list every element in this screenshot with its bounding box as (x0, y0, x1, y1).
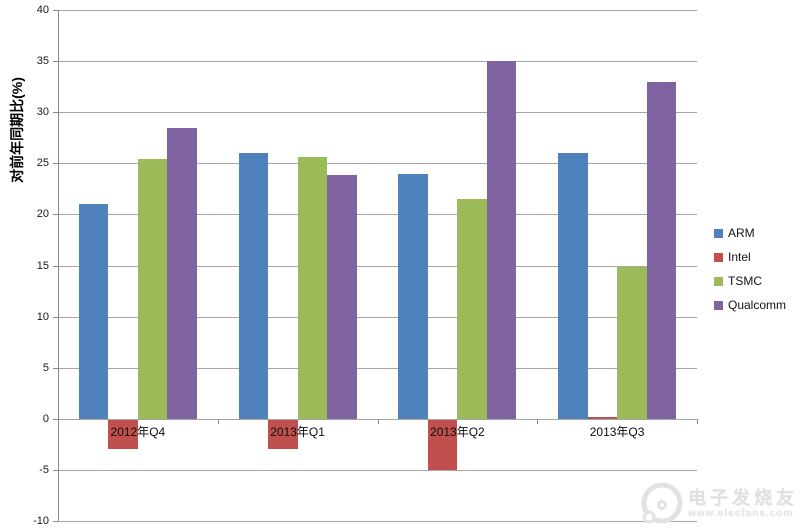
y-tick-label-5: 5 (42, 361, 49, 374)
watermark: 电子发烧友 www.elecfans.com (638, 481, 798, 527)
y-tick-0 (53, 418, 58, 420)
legend-swatch-qualcomm (714, 300, 723, 310)
x-boundary-tick-3 (537, 418, 539, 424)
bar-arm-2013年Q2 (398, 173, 428, 419)
bar-tsmc-2012年Q4 (137, 159, 168, 419)
gridline-35 (58, 61, 697, 63)
gridline-10 (58, 316, 697, 318)
x-category-label-0: 2012年Q4 (110, 424, 166, 439)
bar-tsmc-2013年Q1 (297, 157, 328, 419)
x-boundary-tick-4 (697, 418, 698, 424)
y-tick-label--10: -10 (33, 515, 49, 527)
bar-intel-2013年Q1 (268, 419, 298, 450)
bar-tsmc-2013年Q2 (457, 199, 487, 419)
legend-swatch-intel (714, 252, 723, 262)
y-tick-10 (53, 316, 58, 318)
y-tick-5 (53, 367, 58, 369)
gridline--5 (58, 469, 697, 471)
legend-label-tsmc: TSMC (728, 274, 762, 288)
watermark-text: 电子发烧友 www.elecfans.com (688, 489, 798, 519)
x-boundary-tick-2 (377, 418, 379, 424)
bar-qualcomm-2012年Q4 (167, 127, 197, 419)
y-axis-line (58, 10, 59, 521)
x-category-label-2: 2013年Q2 (430, 424, 485, 439)
legend-swatch-arm (714, 228, 723, 238)
watermark-url: www.elecfans.com (688, 507, 794, 519)
y-tick-label-20: 20 (36, 208, 49, 221)
bar-tsmc-2013年Q3 (617, 266, 647, 419)
legend-label-qualcomm: Qualcomm (728, 298, 787, 312)
bar-qualcomm-2013年Q3 (646, 81, 677, 419)
legend-label-arm: ARM (728, 226, 755, 240)
bar-intel-2013年Q2 (427, 419, 458, 470)
y-tick-label-40: 40 (36, 4, 49, 16)
y-tick-25 (53, 163, 58, 165)
bar-arm-2013年Q1 (238, 153, 269, 419)
gridline-15 (58, 265, 697, 267)
bar-arm-2013年Q3 (558, 153, 588, 419)
x-category-label-1: 2013年Q1 (270, 424, 325, 439)
bar-intel-2013年Q3 (587, 416, 618, 419)
y-tick-20 (53, 214, 58, 216)
gridline-30 (58, 112, 697, 114)
y-tick-30 (53, 112, 58, 114)
y-tick-label-35: 35 (36, 55, 49, 68)
gridline--10 (58, 521, 697, 522)
y-tick-label--5: -5 (39, 463, 49, 476)
bar-intel-2012年Q4 (108, 419, 138, 450)
legend-item-qualcomm: Qualcomm (714, 297, 786, 313)
y-tick-label-15: 15 (36, 259, 49, 272)
y-tick-40 (53, 10, 58, 11)
y-tick-label-25: 25 (36, 157, 49, 170)
legend: ARM Intel TSMC Qualcomm (714, 225, 786, 321)
x-boundary-tick-0 (58, 418, 59, 424)
bar-arm-2012年Q4 (78, 204, 109, 419)
legend-swatch-tsmc (714, 276, 723, 286)
gridline-20 (58, 214, 697, 216)
y-tick--10 (53, 521, 58, 522)
y-tick-15 (53, 265, 58, 267)
legend-item-arm: ARM (714, 225, 786, 241)
y-tick-label-0: 0 (42, 412, 49, 425)
elecfans-logo-icon (641, 482, 683, 524)
y-tick-label-10: 10 (36, 310, 49, 323)
x-boundary-tick-1 (217, 418, 219, 424)
y-tick--5 (53, 469, 58, 471)
y-tick-35 (53, 61, 58, 63)
legend-item-intel: Intel (714, 249, 786, 265)
legend-item-tsmc: TSMC (714, 273, 786, 289)
bar-qualcomm-2013年Q2 (486, 61, 517, 419)
gridline-40 (58, 10, 697, 11)
y-tick-label-30: 30 (36, 106, 49, 119)
x-category-label-3: 2013年Q3 (589, 424, 645, 439)
watermark-brand: 电子发烧友 (688, 488, 798, 509)
gridline-25 (58, 163, 697, 165)
gridline-5 (58, 367, 697, 369)
legend-label-intel: Intel (728, 250, 751, 264)
bar-qualcomm-2013年Q1 (327, 174, 357, 419)
